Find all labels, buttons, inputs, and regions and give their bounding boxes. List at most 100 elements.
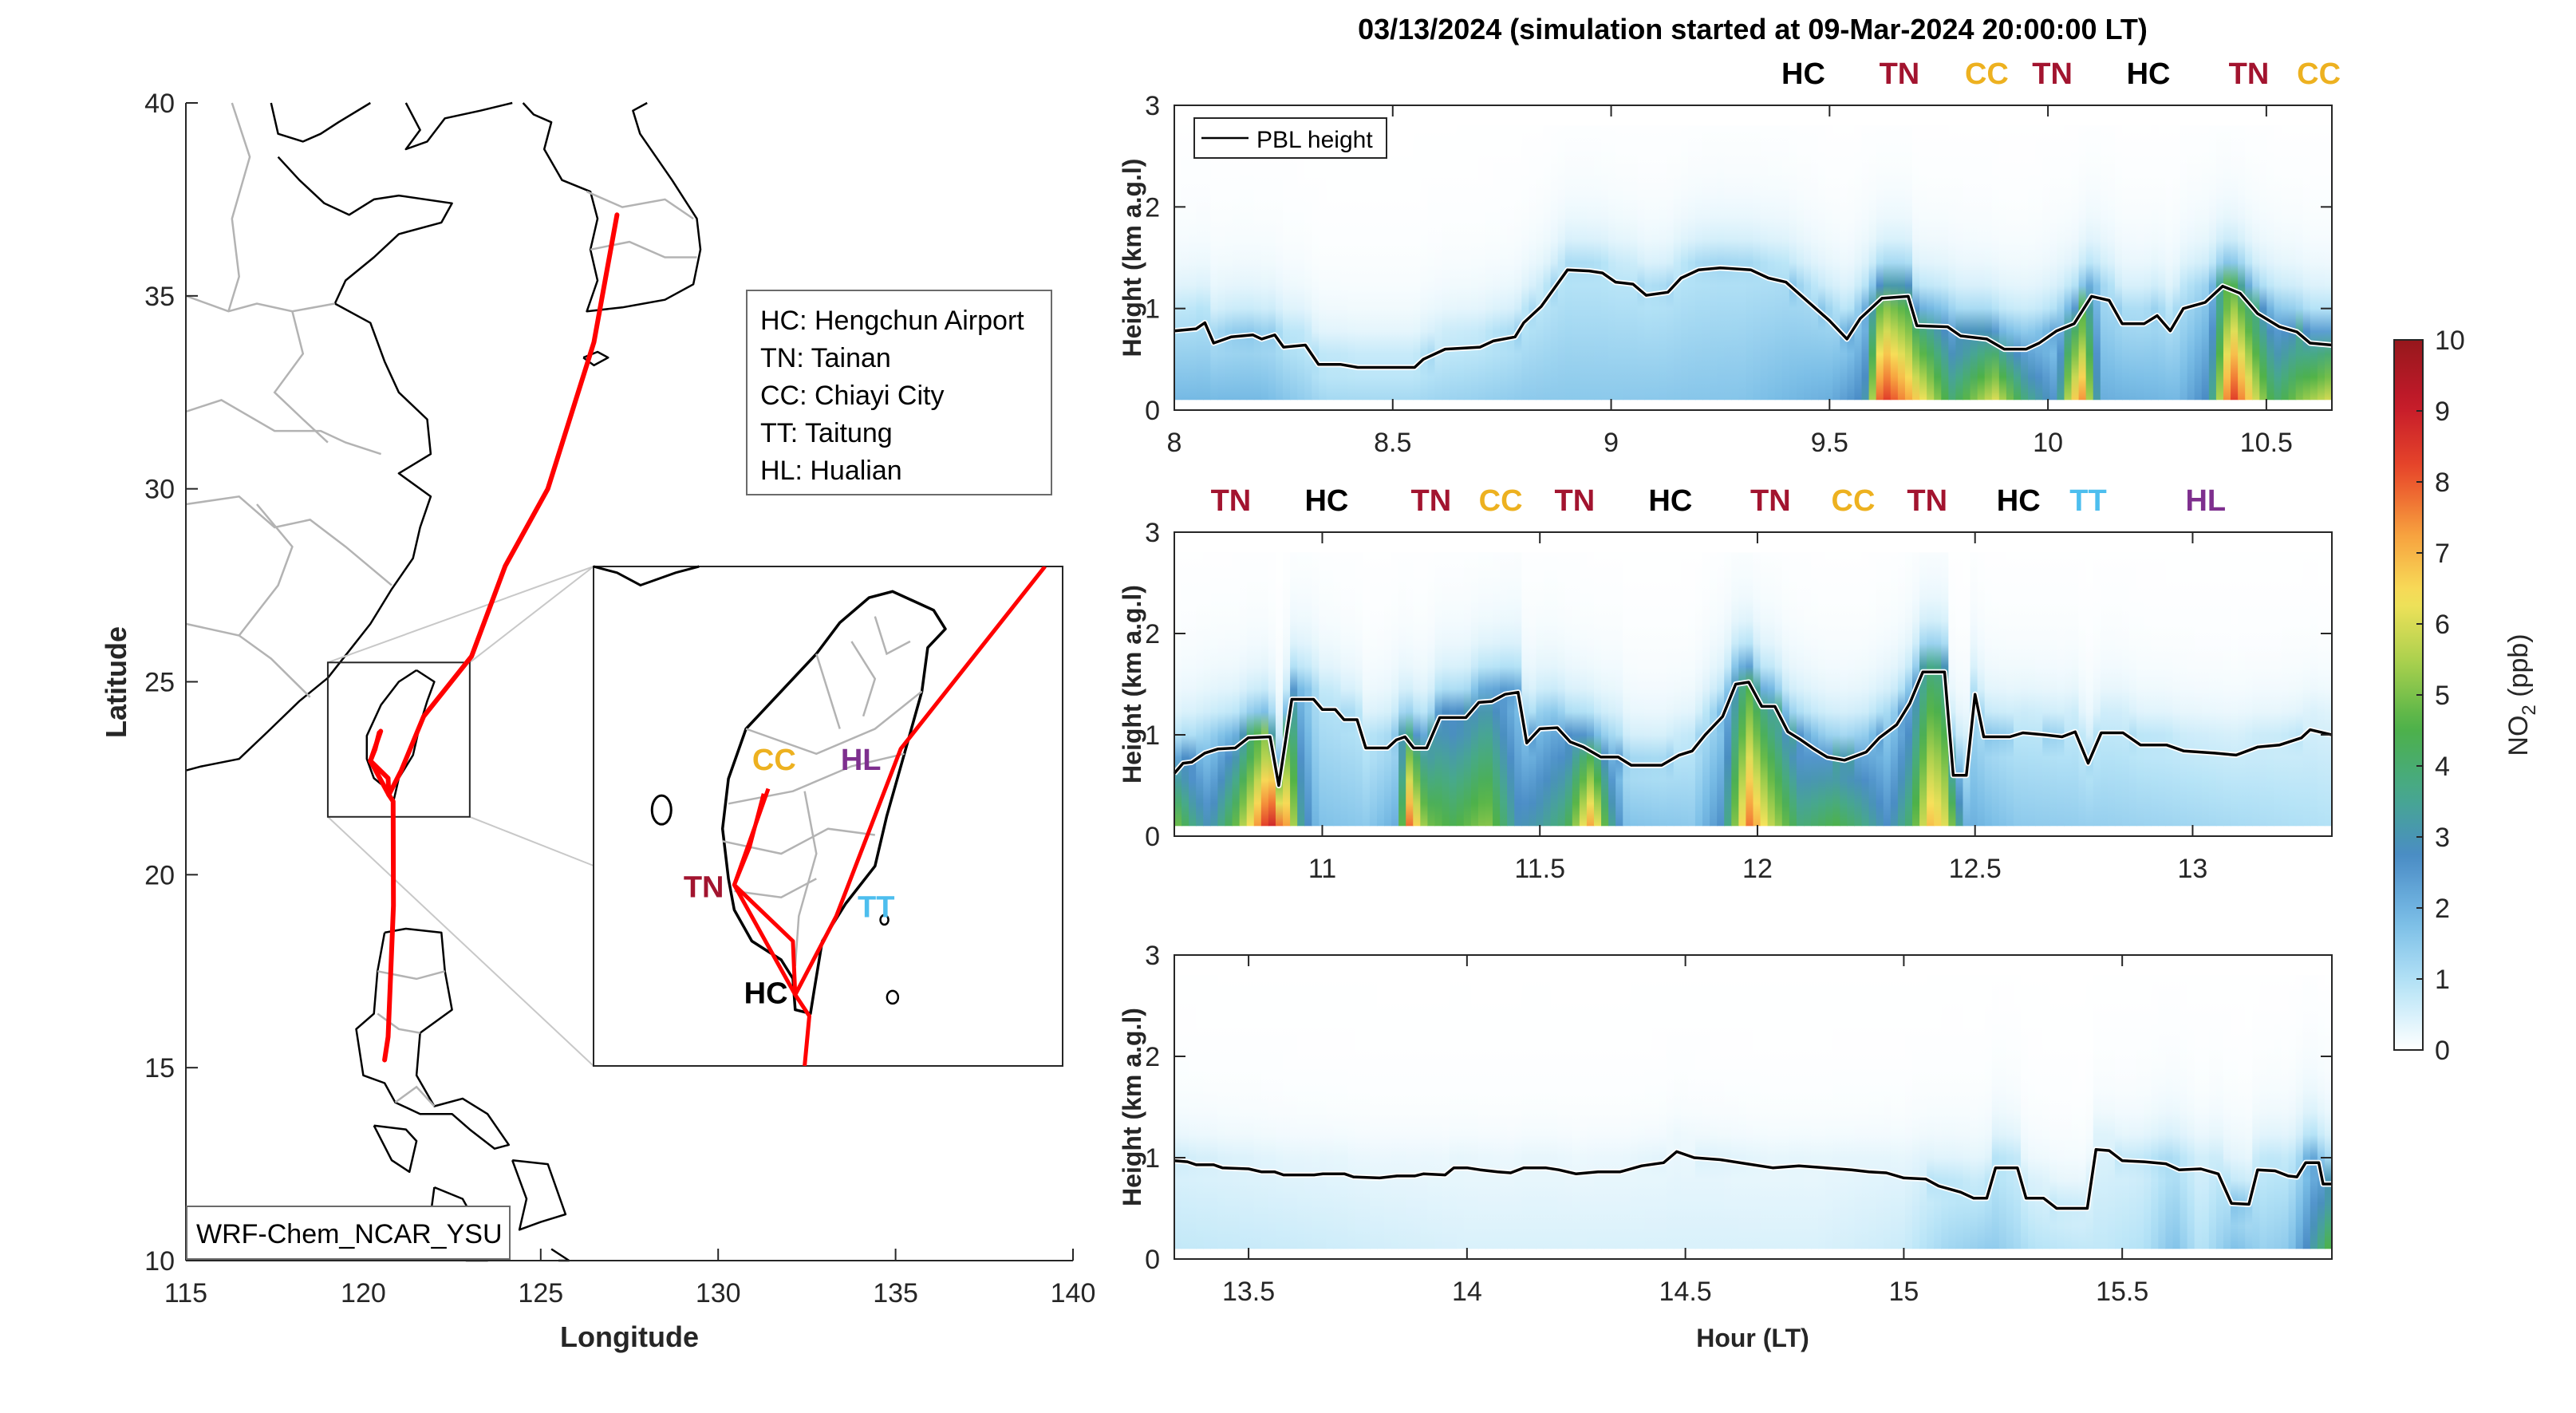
- no2-column: [1297, 552, 1305, 827]
- no2-column: [2136, 125, 2144, 401]
- no2-column: [2187, 552, 2195, 827]
- no2-column: [1767, 552, 1776, 827]
- no2-column: [1398, 552, 1406, 827]
- no2-column: [2201, 125, 2210, 401]
- no2-column: [1825, 975, 1833, 1249]
- no2-column: [1659, 975, 1667, 1249]
- no2-column: [2122, 552, 2130, 827]
- no2-column: [1564, 552, 1573, 827]
- no2-column: [2310, 975, 2318, 1249]
- no2-column: [1991, 125, 2000, 401]
- province-border: [238, 503, 294, 637]
- no2-column: [2215, 125, 2224, 401]
- no2-column: [2093, 552, 2101, 827]
- no2-column: [1290, 552, 1298, 827]
- no2-column: [2259, 125, 2267, 401]
- map-x-tick-label: 115: [164, 1278, 207, 1308]
- no2-column: [2274, 975, 2282, 1249]
- no2-column: [1260, 552, 1269, 827]
- no2-column: [1861, 975, 1870, 1249]
- green-island: [879, 914, 890, 926]
- no2-column: [1477, 975, 1486, 1249]
- model-label: WRF-Chem_NCAR_YSU: [186, 1206, 511, 1260]
- no2-column: [2071, 552, 2080, 827]
- no2-column: [1391, 552, 1399, 827]
- x-tick-label: 8.5: [1374, 428, 1411, 458]
- no2-column: [1550, 975, 1559, 1249]
- no2-column: [1615, 125, 1623, 401]
- no2-column: [1572, 975, 1580, 1249]
- panel-frame: [1174, 531, 2333, 837]
- station-label-cc: CC: [1479, 484, 1523, 518]
- colorbar-tick-label: 8: [2435, 468, 2450, 498]
- colorbar-tick-label: 10: [2435, 326, 2465, 356]
- province-border: [586, 191, 694, 220]
- no2-column: [2208, 975, 2217, 1249]
- no2-column: [1840, 552, 1848, 827]
- map-y-tick-label: 15: [144, 1053, 175, 1083]
- penghu-island: [650, 794, 673, 826]
- y-axis-label: Height (km a.g.l): [1118, 1008, 1146, 1206]
- no2-column: [2129, 552, 2137, 827]
- no2-column: [1615, 975, 1623, 1249]
- no2-column: [2114, 975, 2123, 1249]
- legend-item-tn: TN: Tainan: [760, 343, 891, 373]
- no2-column: [1847, 125, 1856, 401]
- no2-column: [1550, 125, 1559, 401]
- no2-column: [1536, 975, 1544, 1249]
- no2-column: [1955, 975, 1964, 1249]
- no2-column: [1304, 975, 1312, 1249]
- province-border: [273, 310, 329, 444]
- no2-column: [1398, 125, 1406, 401]
- no2-column: [1572, 125, 1580, 401]
- colorbar-tick-label: 9: [2435, 397, 2450, 427]
- no2-column: [2295, 125, 2304, 401]
- no2-column: [2259, 975, 2267, 1249]
- inset-station-hc: HC: [744, 977, 788, 1011]
- no2-column: [1890, 975, 1899, 1249]
- no2-column: [2281, 125, 2290, 401]
- no2-column: [1912, 975, 1920, 1249]
- no2-column: [1232, 125, 1241, 401]
- flight-track-loop: [368, 730, 392, 798]
- no2-column: [1796, 552, 1805, 827]
- map-y-tick-label: 25: [144, 668, 175, 698]
- no2-column: [2021, 125, 2029, 401]
- panel-frame: [1174, 954, 2333, 1260]
- no2-column: [1579, 125, 1588, 401]
- no2-column: [1593, 552, 1602, 827]
- no2-column: [1217, 125, 1226, 401]
- no2-column: [1818, 125, 1826, 401]
- no2-column: [1340, 552, 1349, 827]
- no2-column: [1347, 975, 1356, 1249]
- no2-column: [1854, 125, 1863, 401]
- county-border: [850, 641, 877, 717]
- no2-column: [1760, 975, 1769, 1249]
- no2-column: [1362, 552, 1371, 827]
- no2-column: [1731, 975, 1739, 1249]
- no2-column: [1253, 125, 1262, 401]
- no2-column: [1680, 975, 1689, 1249]
- no2-column: [2129, 975, 2137, 1249]
- no2-column: [1442, 552, 1450, 827]
- no2-column: [1239, 975, 1248, 1249]
- no2-column: [2288, 552, 2297, 827]
- no2-column: [1442, 975, 1450, 1249]
- coastline: [404, 101, 513, 151]
- county-border: [815, 653, 841, 729]
- map-legend: HC: Hengchun Airport TN: Tainan CC: Chia…: [746, 290, 1052, 495]
- no2-column: [1774, 125, 1783, 401]
- no2-column: [1383, 125, 1392, 401]
- no2-column: [2165, 552, 2174, 827]
- no2-column: [1601, 125, 1609, 401]
- no2-column: [1593, 975, 1602, 1249]
- no2-column: [1232, 975, 1241, 1249]
- no2-column: [1666, 125, 1675, 401]
- no2-column: [2107, 552, 2116, 827]
- no2-column: [1304, 125, 1312, 401]
- no2-column: [2317, 552, 2326, 827]
- no2-column: [2252, 975, 2260, 1249]
- colorbar-gradient: [2393, 339, 2424, 1051]
- colorbar-label-sub: 2: [2519, 705, 2540, 715]
- no2-column: [1948, 552, 1957, 827]
